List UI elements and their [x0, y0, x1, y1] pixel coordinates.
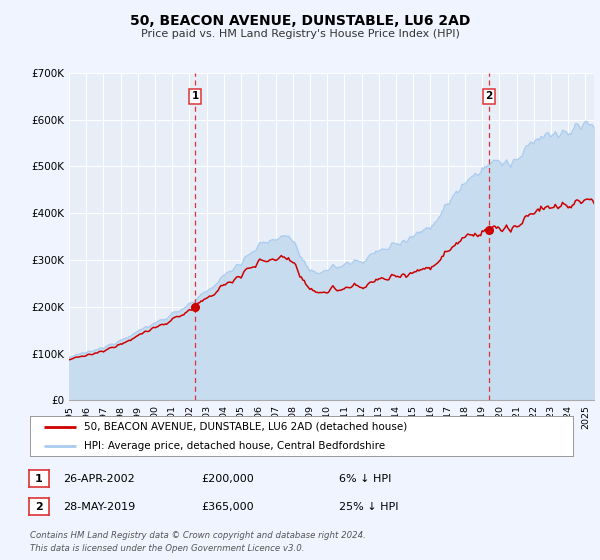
Text: 2: 2 — [485, 91, 493, 101]
Text: Contains HM Land Registry data © Crown copyright and database right 2024.: Contains HM Land Registry data © Crown c… — [30, 531, 366, 540]
Text: 28-MAY-2019: 28-MAY-2019 — [63, 502, 135, 512]
Text: Price paid vs. HM Land Registry's House Price Index (HPI): Price paid vs. HM Land Registry's House … — [140, 29, 460, 39]
Text: £365,000: £365,000 — [201, 502, 254, 512]
Text: This data is licensed under the Open Government Licence v3.0.: This data is licensed under the Open Gov… — [30, 544, 305, 553]
Text: 1: 1 — [191, 91, 199, 101]
Text: 6% ↓ HPI: 6% ↓ HPI — [339, 474, 391, 484]
Text: 50, BEACON AVENUE, DUNSTABLE, LU6 2AD: 50, BEACON AVENUE, DUNSTABLE, LU6 2AD — [130, 14, 470, 28]
Text: 50, BEACON AVENUE, DUNSTABLE, LU6 2AD (detached house): 50, BEACON AVENUE, DUNSTABLE, LU6 2AD (d… — [85, 422, 407, 432]
Text: 26-APR-2002: 26-APR-2002 — [63, 474, 135, 484]
Text: 2: 2 — [35, 502, 43, 512]
Text: HPI: Average price, detached house, Central Bedfordshire: HPI: Average price, detached house, Cent… — [85, 441, 385, 451]
Text: 1: 1 — [35, 474, 43, 484]
Text: £200,000: £200,000 — [201, 474, 254, 484]
Text: 25% ↓ HPI: 25% ↓ HPI — [339, 502, 398, 512]
